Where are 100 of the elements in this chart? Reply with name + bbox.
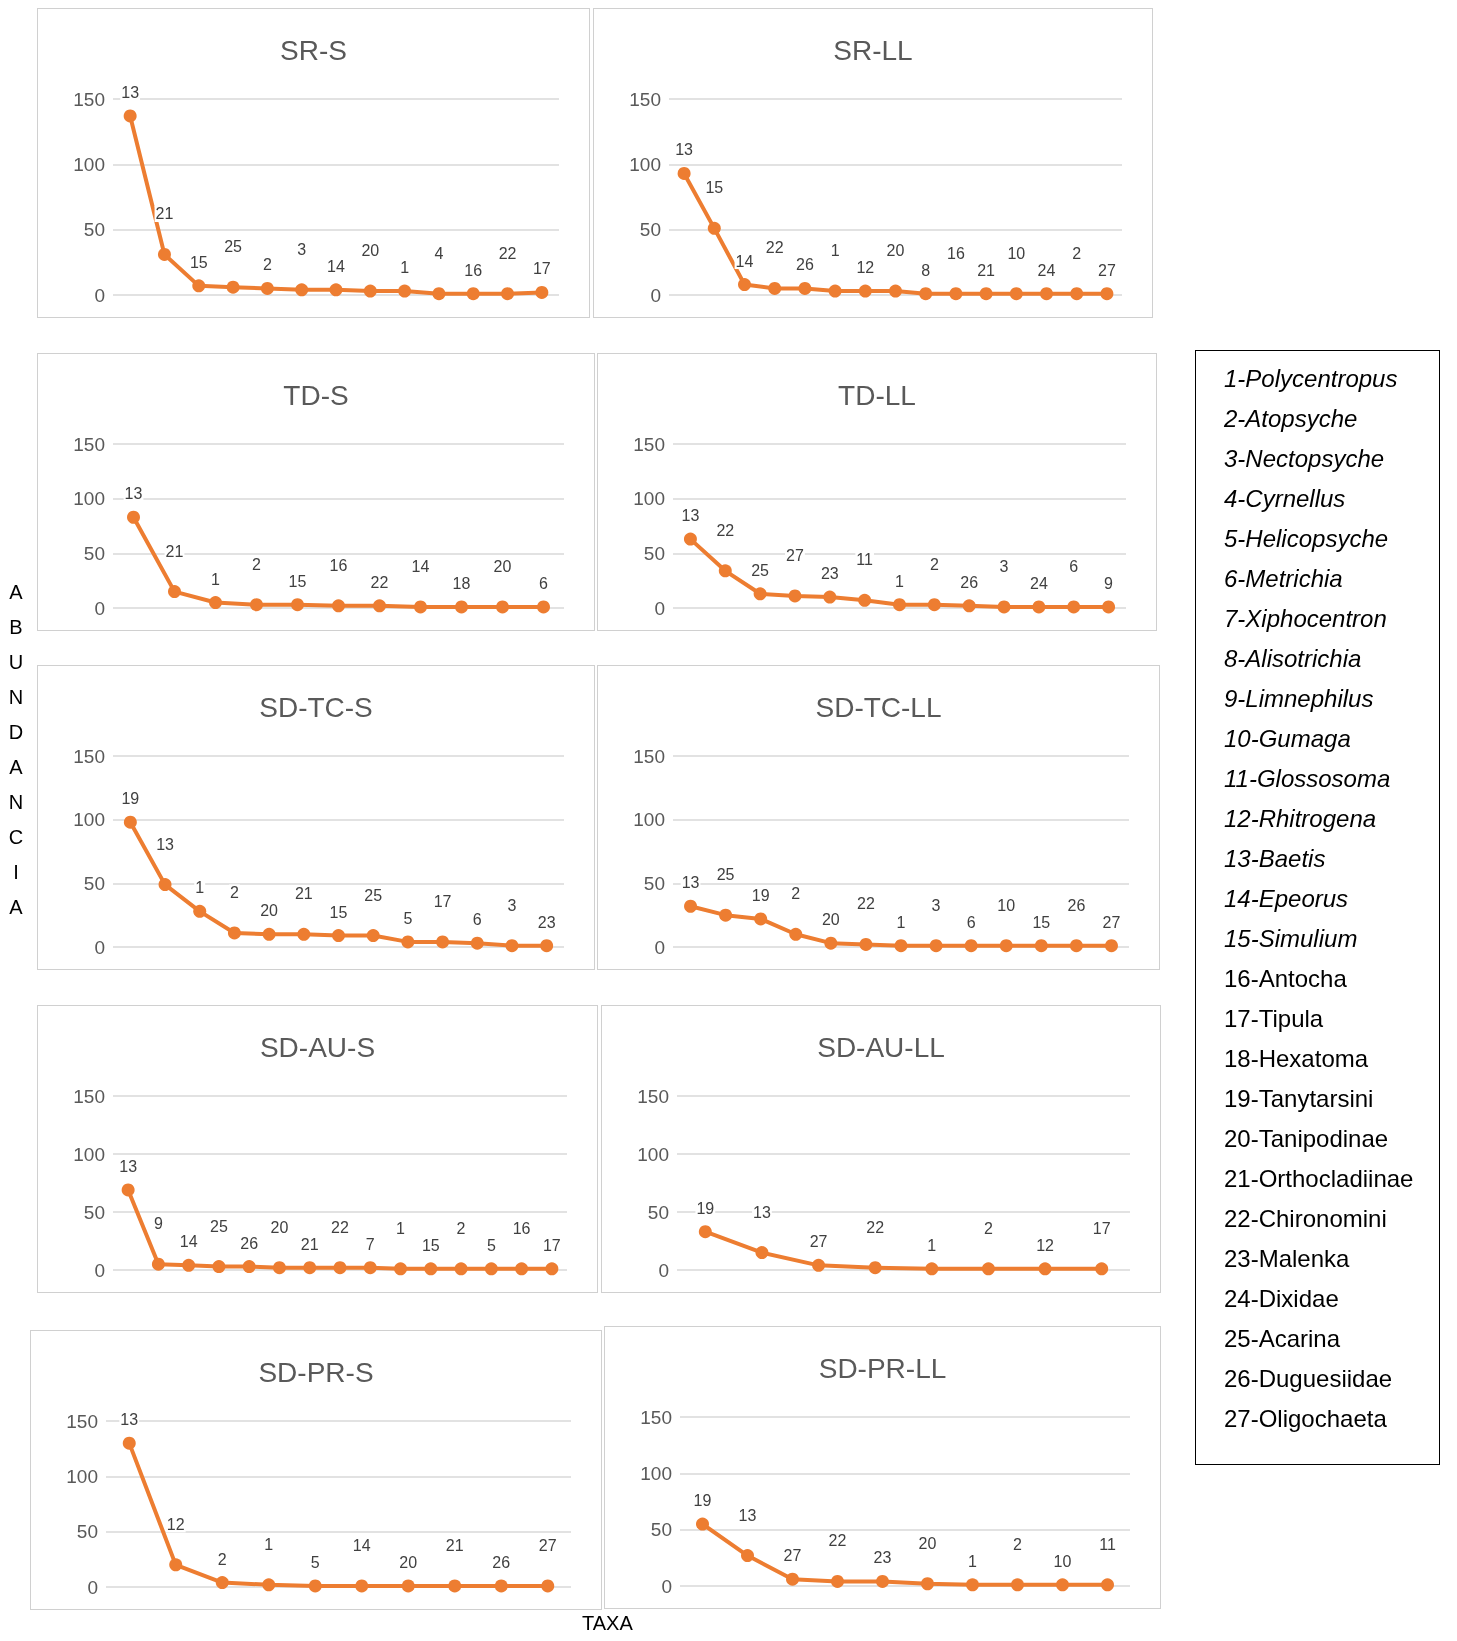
category-label: 13 xyxy=(156,835,174,853)
category-label: 16 xyxy=(947,244,965,262)
y-tick-label: 150 xyxy=(73,433,105,455)
point xyxy=(684,899,698,913)
point xyxy=(824,936,838,950)
category-label: 13 xyxy=(675,141,693,159)
chart-title: SD-AU-S xyxy=(259,1031,376,1063)
text: 3-Nectopsyche xyxy=(1224,445,1386,474)
category-label: 27 xyxy=(809,1233,828,1251)
point xyxy=(929,939,943,953)
text: 18-Hexatoma xyxy=(1224,1045,1370,1074)
text: 2-Atopsyche xyxy=(1224,405,1359,434)
y-tick-label: 0 xyxy=(654,597,665,619)
category-label: 2 xyxy=(791,885,801,903)
category-label: 1 xyxy=(396,1219,405,1237)
category-label: 16 xyxy=(512,1219,531,1237)
text: 15-Simulium xyxy=(1224,925,1359,954)
category-label: 12 xyxy=(166,1515,185,1533)
category-label: 19 xyxy=(121,790,140,808)
point xyxy=(272,1261,286,1275)
y-tick-label: 50 xyxy=(83,1201,105,1223)
category-label: 22 xyxy=(765,239,784,257)
text: 12-Rhitrogena xyxy=(1224,805,1378,834)
point xyxy=(121,1183,135,1197)
category-label: 13 xyxy=(896,896,941,931)
category-label: 17 xyxy=(542,1236,561,1254)
category-label: 27 xyxy=(783,1547,802,1565)
category-label: 14 xyxy=(352,1536,371,1554)
text: 22-Chironomini xyxy=(1224,1205,1388,1234)
point xyxy=(964,939,978,953)
text: 14-Epeorus xyxy=(1224,885,1350,914)
category-label: 6 xyxy=(966,913,976,931)
y-tick-label: 50 xyxy=(643,542,665,564)
category-label: 3 xyxy=(507,896,517,914)
category-label: 25 xyxy=(716,866,735,884)
category-label: 24 xyxy=(1037,261,1056,279)
category-label: 12 xyxy=(856,259,875,277)
category-label: 20 xyxy=(821,911,840,929)
category-label: 23 xyxy=(537,913,556,931)
y-tick-label: 0 xyxy=(94,936,105,958)
category-label: 2 xyxy=(983,1219,993,1237)
category-label: 6 xyxy=(472,911,482,929)
point xyxy=(754,912,768,926)
category-label: 21 xyxy=(977,261,995,279)
category-label: 1 xyxy=(195,879,205,897)
point xyxy=(999,939,1013,953)
category-label: 13 xyxy=(121,83,140,101)
text: 5-Helicopsyche xyxy=(1224,525,1390,554)
category-label: 26 xyxy=(796,256,814,274)
y-tick-label: 150 xyxy=(633,745,665,767)
category-label: 15 xyxy=(329,903,348,921)
category-label: 15 xyxy=(421,1236,440,1254)
y-tick-label: 100 xyxy=(629,153,661,175)
point xyxy=(424,1262,438,1276)
category-label: 25 xyxy=(210,1217,228,1235)
category-label: 20 xyxy=(270,1218,289,1236)
text: 16-Antocha xyxy=(1224,965,1348,994)
y-tick-label: 100 xyxy=(633,488,665,510)
category-label: 27 xyxy=(538,1536,557,1554)
category-label: 13 xyxy=(738,1506,757,1524)
y-tick-label: 150 xyxy=(629,88,661,110)
category-label: 5 xyxy=(310,1553,320,1571)
category-label: 14 xyxy=(411,557,430,575)
point xyxy=(1104,939,1118,953)
category-label: 20 xyxy=(361,242,380,260)
category-label: 19 xyxy=(696,1199,715,1217)
point xyxy=(515,1262,529,1276)
category-label: 22 xyxy=(866,1218,885,1236)
category-label: 8 xyxy=(921,261,931,279)
text: 24-Dixidae xyxy=(1224,1285,1340,1314)
point xyxy=(242,1260,256,1274)
chart-title: SD-AU-LL xyxy=(817,1031,945,1063)
y-tick-label: 100 xyxy=(633,809,665,831)
point xyxy=(363,1261,377,1275)
y-tick-label: 150 xyxy=(66,1410,98,1432)
category-label: 22 xyxy=(716,521,735,539)
category-label: 18 xyxy=(452,574,471,592)
category-label: 23 xyxy=(873,1549,892,1567)
category-label: 15 xyxy=(189,253,208,271)
category-label: 19 xyxy=(693,1492,712,1510)
chart-title: SR-LL xyxy=(833,34,913,66)
y-tick-label: 0 xyxy=(87,1576,98,1598)
category-label: 1 xyxy=(830,242,840,260)
category-label: 11 xyxy=(856,551,873,569)
text: 25-Acarina xyxy=(1224,1325,1342,1354)
y-tick-label: 50 xyxy=(76,1521,98,1543)
category-label: 27 xyxy=(786,546,804,564)
chart-title: TD-S xyxy=(283,379,349,411)
point xyxy=(894,939,908,953)
category-label: 20 xyxy=(399,1553,418,1571)
chart-title: SD-TC-S xyxy=(259,691,373,723)
text: 6-Metrichia xyxy=(1224,565,1344,594)
y-tick-label: 0 xyxy=(661,1575,672,1597)
category-label: 26 xyxy=(960,573,979,591)
y-tick-label: 150 xyxy=(73,88,105,110)
category-label: 25 xyxy=(751,561,770,579)
category-label: 13 xyxy=(119,1157,138,1175)
category-label: 23 xyxy=(262,240,307,274)
category-label: 20 xyxy=(886,242,905,260)
category-label: 9 xyxy=(1104,574,1114,592)
